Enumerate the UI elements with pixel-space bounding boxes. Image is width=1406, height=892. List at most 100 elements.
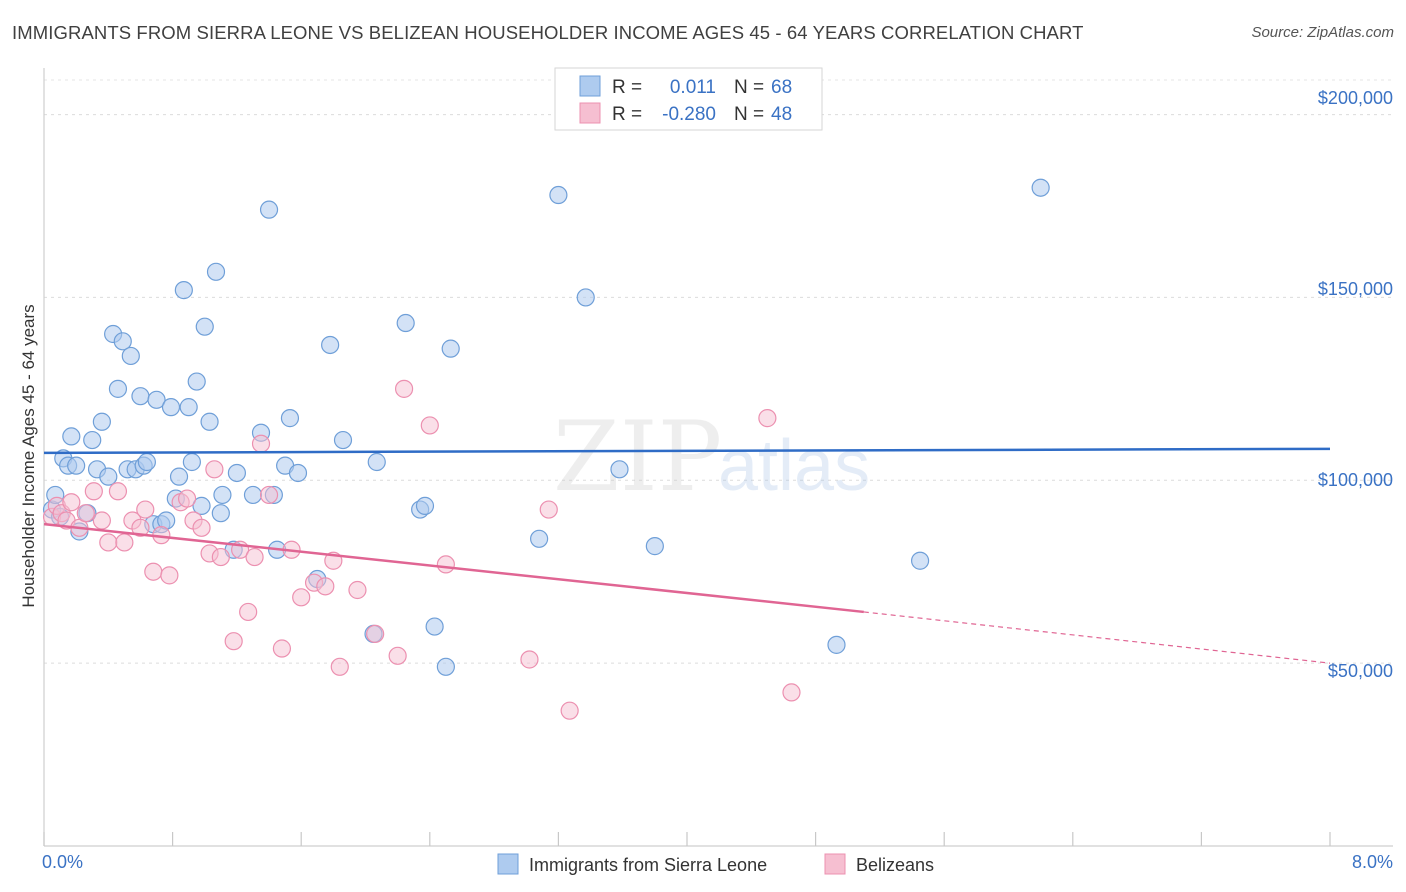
point-belizeans-21 xyxy=(192,518,211,537)
point-sierra-leone-38 xyxy=(213,485,232,505)
trend-line-sierra-leone xyxy=(43,447,1331,455)
point-belizeans-6 xyxy=(76,504,95,523)
point-sierra-leone-56 xyxy=(415,496,435,515)
stats-n-value-2: 48 xyxy=(771,104,792,125)
stats-swatch-pink xyxy=(579,102,601,124)
point-belizeans-44 xyxy=(520,650,539,669)
point-sierra-leone-21 xyxy=(137,452,156,472)
point-belizeans-10 xyxy=(108,482,128,501)
point-sierra-leone-31 xyxy=(182,452,201,472)
point-sierra-leone-37 xyxy=(211,504,230,523)
point-belizeans-40 xyxy=(388,646,407,665)
point-belizeans-37 xyxy=(330,657,349,676)
point-sierra-leone-11 xyxy=(92,412,111,431)
trend-line-belizeans-extension xyxy=(863,611,1331,664)
stats-r-value-2: -0.280 xyxy=(662,104,716,125)
point-belizeans-35 xyxy=(316,577,335,596)
point-sierra-leone-48 xyxy=(288,463,308,483)
point-sierra-leone-5 xyxy=(62,427,81,446)
point-belizeans-19 xyxy=(177,489,197,508)
point-sierra-leone-64 xyxy=(645,537,664,556)
point-belizeans-13 xyxy=(131,518,150,537)
point-belizeans-8 xyxy=(92,511,111,530)
x-tick-label-min: 0.0% xyxy=(42,852,83,872)
y-tick-label-50000: $50,000 xyxy=(1328,661,1393,681)
trend-lines xyxy=(43,447,1331,664)
point-belizeans-14 xyxy=(136,500,155,519)
x-ticks xyxy=(43,832,1331,846)
point-sierra-leone-36 xyxy=(206,262,226,281)
point-belizeans-28 xyxy=(245,547,264,567)
point-sierra-leone-66 xyxy=(910,551,930,570)
y-tick-label-150000: $150,000 xyxy=(1318,279,1393,299)
x-tick-label-max: 8.0% xyxy=(1352,852,1393,872)
chart-title: IMMIGRANTS FROM SIERRA LEONE VS BELIZEAN… xyxy=(12,22,1084,43)
point-sierra-leone-67 xyxy=(1031,178,1050,197)
legend-label-belizeans: Belizeans xyxy=(856,855,934,875)
legend-item-belizeans[interactable]: Belizeans xyxy=(824,853,934,875)
watermark: ZIP atlas xyxy=(553,401,870,513)
point-belizeans-17 xyxy=(160,566,179,585)
point-sierra-leone-62 xyxy=(576,288,595,307)
point-sierra-leone-40 xyxy=(227,463,246,483)
point-sierra-leone-50 xyxy=(321,335,340,355)
legend-swatch-blue xyxy=(497,853,519,875)
point-sierra-leone-30 xyxy=(179,398,198,417)
point-sierra-leone-58 xyxy=(436,657,455,676)
point-belizeans-29 xyxy=(251,434,271,453)
point-sierra-leone-57 xyxy=(425,617,444,636)
stats-r-label-1: R = xyxy=(612,77,642,98)
point-sierra-leone-43 xyxy=(259,200,279,219)
point-belizeans-38 xyxy=(348,580,367,600)
series-belizeans xyxy=(42,379,801,720)
point-sierra-leone-26 xyxy=(161,398,181,417)
point-belizeans-41 xyxy=(394,379,414,398)
grid xyxy=(44,79,1393,664)
point-sierra-leone-28 xyxy=(169,467,189,486)
point-belizeans-46 xyxy=(560,701,579,720)
point-sierra-leone-34 xyxy=(195,317,214,336)
point-sierra-leone-17 xyxy=(121,346,140,366)
stats-box: R = 0.011 N = 68 R = -0.280 N = 48 xyxy=(554,67,823,131)
point-sierra-leone-51 xyxy=(333,430,353,450)
stats-r-label-2: R = xyxy=(612,104,642,125)
y-tick-labels: $50,000 $100,000 $150,000 $200,000 xyxy=(1318,88,1393,681)
point-sierra-leone-54 xyxy=(396,313,415,333)
point-belizeans-47 xyxy=(758,409,777,428)
point-sierra-leone-14 xyxy=(108,379,128,398)
point-sierra-leone-61 xyxy=(549,185,568,205)
point-belizeans-9 xyxy=(99,533,118,552)
legend-label-sierra-leone: Immigrants from Sierra Leone xyxy=(529,855,767,875)
point-sierra-leone-63 xyxy=(610,460,629,479)
point-belizeans-30 xyxy=(259,485,279,505)
legend-item-sierra-leone[interactable]: Immigrants from Sierra Leone xyxy=(497,853,767,875)
point-sierra-leone-53 xyxy=(367,452,386,472)
point-belizeans-25 xyxy=(224,632,243,651)
point-sierra-leone-19 xyxy=(131,387,150,406)
point-sierra-leone-6 xyxy=(67,456,86,475)
legend: Immigrants from Sierra Leone Belizeans xyxy=(497,853,934,875)
point-sierra-leone-32 xyxy=(187,372,206,391)
point-belizeans-31 xyxy=(272,639,292,658)
trend-line-belizeans xyxy=(43,522,864,614)
point-sierra-leone-35 xyxy=(200,412,219,431)
point-sierra-leone-33 xyxy=(192,496,211,515)
point-sierra-leone-65 xyxy=(827,635,846,654)
stats-n-label-2: N = xyxy=(734,104,764,125)
point-belizeans-39 xyxy=(366,624,385,643)
point-sierra-leone-47 xyxy=(280,409,300,428)
y-tick-label-200000: $200,000 xyxy=(1318,88,1393,108)
point-sierra-leone-59 xyxy=(441,339,460,358)
point-belizeans-23 xyxy=(205,460,224,479)
y-axis-title: Householder Income Ages 45 - 64 years xyxy=(19,304,38,607)
point-belizeans-4 xyxy=(62,493,81,512)
point-belizeans-45 xyxy=(539,500,558,519)
watermark-atlas: atlas xyxy=(718,426,870,506)
point-belizeans-33 xyxy=(292,588,311,607)
point-sierra-leone-29 xyxy=(174,281,193,300)
point-sierra-leone-15 xyxy=(113,332,132,351)
point-belizeans-24 xyxy=(211,547,230,567)
point-sierra-leone-23 xyxy=(147,390,166,409)
stats-n-label-1: N = xyxy=(734,77,764,98)
stats-n-value-1: 68 xyxy=(771,77,792,98)
